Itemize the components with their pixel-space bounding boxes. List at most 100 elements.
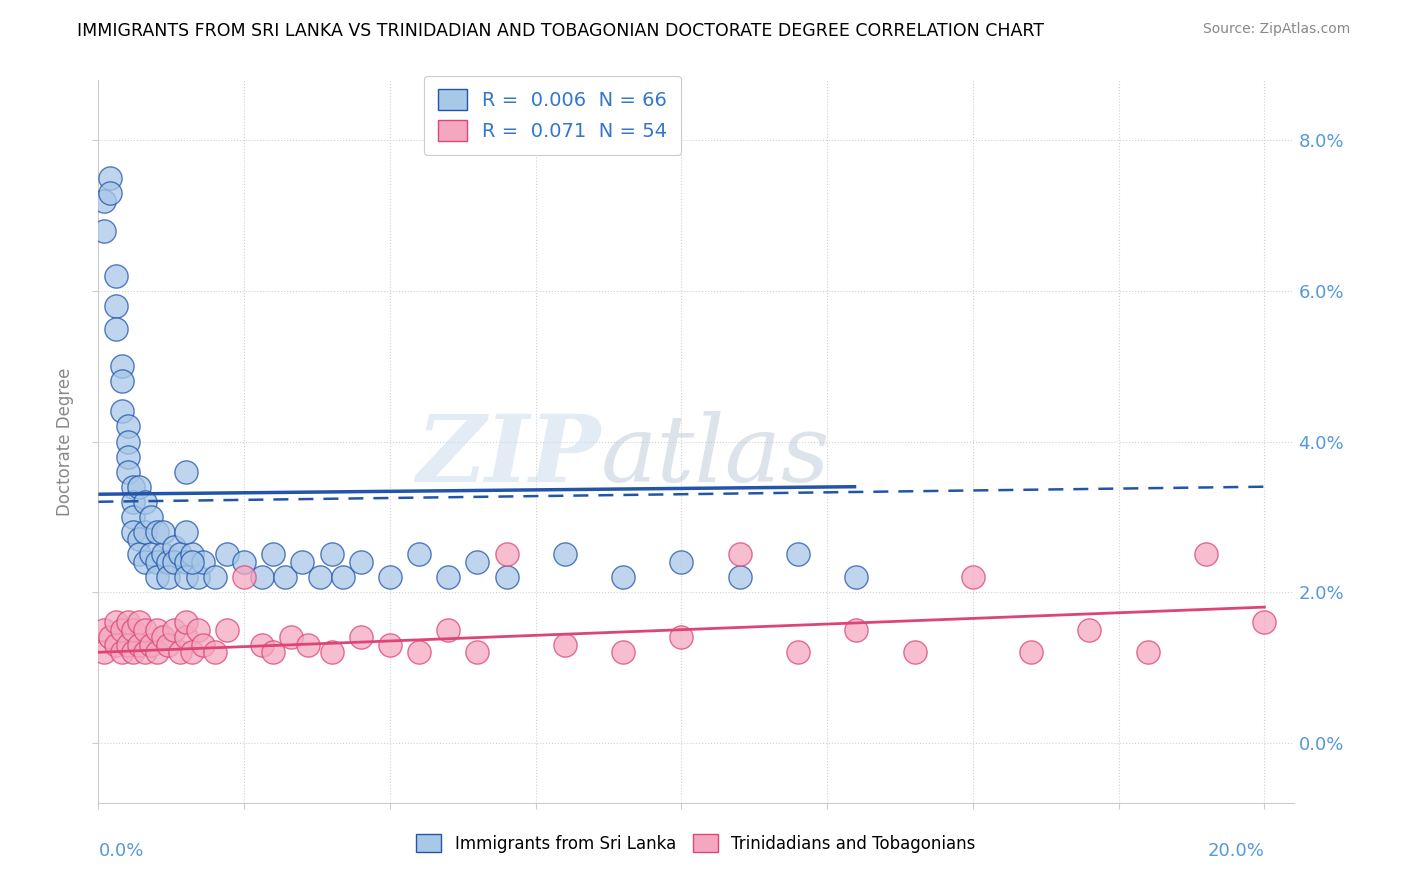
Point <box>962 570 984 584</box>
Point <box>163 623 186 637</box>
Point <box>845 570 868 584</box>
Point <box>139 548 162 562</box>
Point <box>180 645 202 659</box>
Point <box>495 548 517 562</box>
Point <box>152 548 174 562</box>
Point <box>122 645 145 659</box>
Point <box>122 524 145 539</box>
Point <box>93 224 115 238</box>
Point <box>128 533 150 547</box>
Point <box>1253 615 1275 630</box>
Point <box>163 540 186 554</box>
Point <box>1019 645 1042 659</box>
Point <box>408 645 430 659</box>
Point <box>350 555 373 569</box>
Point <box>467 645 489 659</box>
Point <box>1195 548 1218 562</box>
Text: ZIP: ZIP <box>416 411 600 501</box>
Legend: Immigrants from Sri Lanka, Trinidadians and Tobagonians: Immigrants from Sri Lanka, Trinidadians … <box>409 828 983 860</box>
Point <box>111 404 134 418</box>
Point <box>145 623 167 637</box>
Point <box>128 548 150 562</box>
Point <box>215 623 238 637</box>
Point <box>157 638 180 652</box>
Point <box>93 645 115 659</box>
Point <box>332 570 354 584</box>
Point <box>193 555 215 569</box>
Point <box>291 555 314 569</box>
Point <box>174 615 197 630</box>
Point <box>233 555 256 569</box>
Point <box>408 548 430 562</box>
Point <box>437 570 460 584</box>
Text: atlas: atlas <box>600 411 830 501</box>
Point <box>262 548 284 562</box>
Point <box>117 465 139 479</box>
Point <box>122 480 145 494</box>
Point <box>93 194 115 208</box>
Point <box>437 623 460 637</box>
Point <box>193 638 215 652</box>
Point <box>117 419 139 434</box>
Point <box>495 570 517 584</box>
Point <box>787 548 810 562</box>
Text: 20.0%: 20.0% <box>1208 842 1264 860</box>
Point <box>186 623 208 637</box>
Point <box>122 623 145 637</box>
Point <box>321 548 343 562</box>
Point <box>104 615 127 630</box>
Point <box>134 623 156 637</box>
Point <box>117 638 139 652</box>
Point <box>145 555 167 569</box>
Point <box>93 623 115 637</box>
Y-axis label: Doctorate Degree: Doctorate Degree <box>56 368 75 516</box>
Point <box>111 623 134 637</box>
Point <box>174 570 197 584</box>
Point <box>321 645 343 659</box>
Point <box>111 375 134 389</box>
Point <box>612 570 634 584</box>
Point <box>671 555 693 569</box>
Point <box>554 638 576 652</box>
Point <box>134 494 156 508</box>
Point <box>98 171 121 186</box>
Point <box>117 615 139 630</box>
Point <box>98 630 121 644</box>
Point <box>1078 623 1101 637</box>
Point <box>378 570 401 584</box>
Point <box>250 570 273 584</box>
Point <box>728 570 751 584</box>
Point <box>1136 645 1159 659</box>
Point <box>274 570 297 584</box>
Point <box>157 555 180 569</box>
Point <box>262 645 284 659</box>
Point <box>174 630 197 644</box>
Point <box>180 555 202 569</box>
Point <box>122 494 145 508</box>
Point <box>117 450 139 464</box>
Point <box>554 548 576 562</box>
Point <box>122 509 145 524</box>
Point <box>169 645 191 659</box>
Point <box>233 570 256 584</box>
Point <box>671 630 693 644</box>
Point <box>128 615 150 630</box>
Point <box>145 570 167 584</box>
Point <box>134 524 156 539</box>
Point <box>612 645 634 659</box>
Point <box>728 548 751 562</box>
Point <box>111 359 134 374</box>
Point <box>163 555 186 569</box>
Point <box>215 548 238 562</box>
Point <box>297 638 319 652</box>
Point <box>128 638 150 652</box>
Point <box>174 524 197 539</box>
Point <box>104 268 127 283</box>
Point <box>378 638 401 652</box>
Point <box>350 630 373 644</box>
Point <box>128 480 150 494</box>
Point <box>845 623 868 637</box>
Point <box>139 509 162 524</box>
Text: 0.0%: 0.0% <box>98 842 143 860</box>
Point <box>104 638 127 652</box>
